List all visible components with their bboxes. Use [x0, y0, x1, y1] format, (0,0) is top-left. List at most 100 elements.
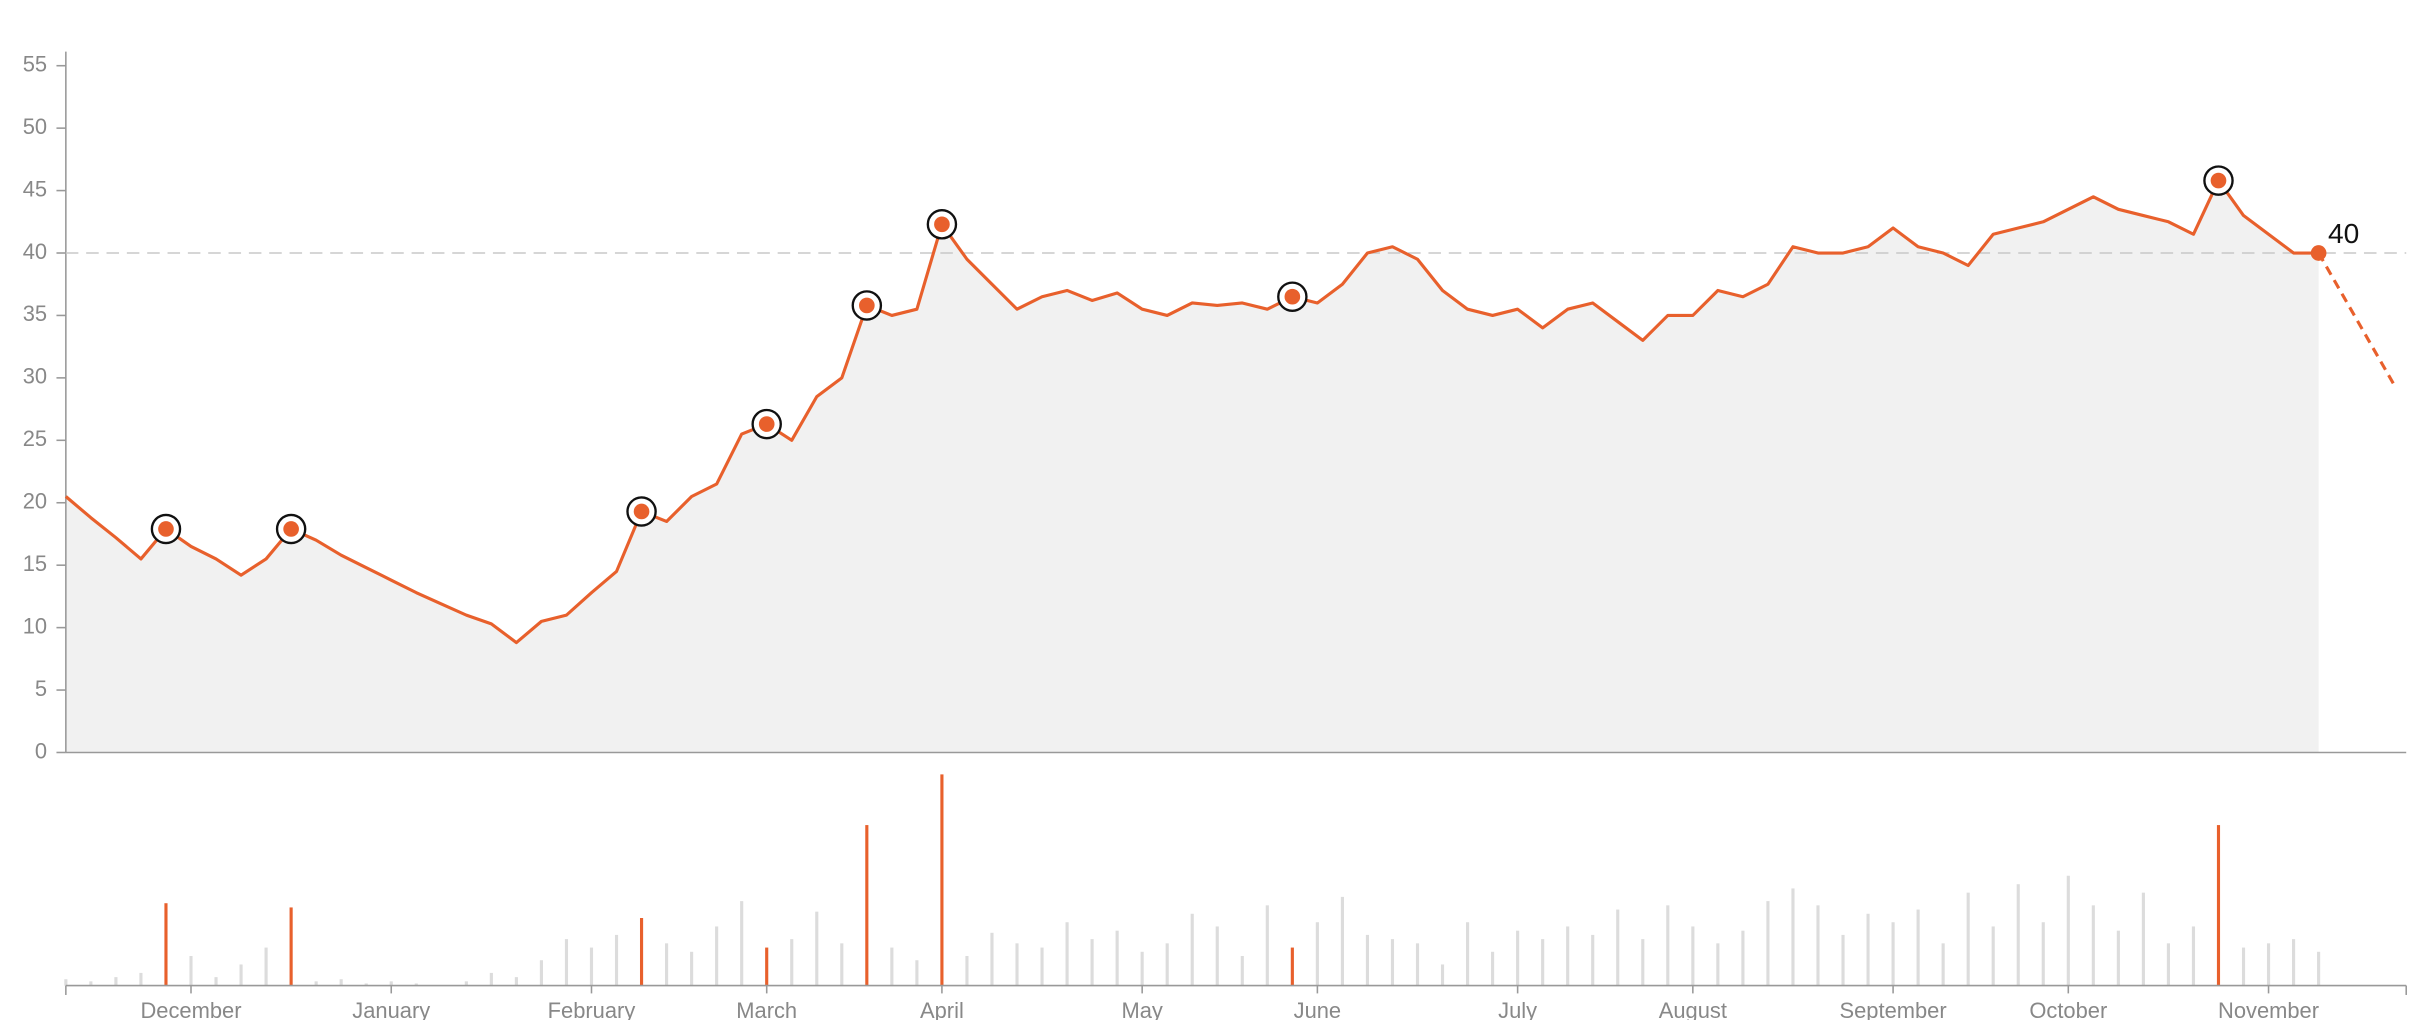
volume-bar — [1941, 943, 1945, 986]
x-tick-label: August — [1659, 998, 1727, 1020]
volume-bar — [589, 947, 594, 986]
volume-bar — [865, 825, 869, 986]
highlight-dot — [158, 521, 174, 537]
volume-bar — [264, 947, 268, 986]
x-tick-label: May — [1121, 998, 1162, 1020]
volume-bar — [1616, 909, 1620, 986]
volume-bar — [690, 951, 694, 986]
volume-bar — [1340, 896, 1344, 986]
x-tick-label: February — [548, 998, 636, 1020]
volume-bar — [715, 926, 719, 986]
volume-bar — [1541, 939, 1545, 986]
volume-bar — [1415, 943, 1420, 986]
line — [64, 179, 2319, 645]
volume-bar — [2216, 825, 2221, 986]
volume-bar — [464, 981, 468, 986]
x-tick-label: July — [1498, 998, 1537, 1020]
volume-bar — [1440, 964, 1445, 986]
volume-bar — [314, 981, 318, 986]
y-tick-label: 50 — [23, 114, 47, 139]
y-tick-label: 25 — [23, 426, 47, 451]
volume-bar — [2141, 892, 2145, 986]
volume-bar — [2066, 875, 2070, 986]
x-tick-label: April — [920, 998, 964, 1020]
y-tick-label: 10 — [23, 613, 47, 638]
y-tick-label: 40 — [23, 239, 47, 264]
volume-bar — [364, 983, 368, 986]
volume-bar — [990, 932, 994, 986]
volume-bar — [665, 943, 669, 986]
volume-bar — [2041, 922, 2045, 986]
volume-bar — [1716, 943, 1720, 986]
volume-bar — [189, 956, 193, 986]
volume-bar — [1240, 956, 1244, 986]
volume-bar — [1641, 939, 1645, 986]
volume-bar — [64, 979, 68, 986]
y-tick-label: 30 — [23, 364, 47, 389]
x-tick-label: March — [736, 998, 797, 1020]
volume-bar — [1691, 926, 1695, 986]
volume-bar — [1666, 905, 1670, 986]
volume-bar — [790, 939, 794, 986]
volume-bar — [2317, 951, 2321, 986]
volume-bar — [514, 977, 518, 986]
volume-bar — [2241, 947, 2246, 986]
y-tick-label: 45 — [23, 176, 47, 201]
volume-bar — [1966, 892, 1970, 986]
y-tick-label: 20 — [23, 489, 47, 514]
highlight-dot — [633, 503, 650, 520]
volume-bar — [139, 972, 143, 986]
volume-bar — [1766, 901, 1770, 986]
y-tick-label: 55 — [23, 51, 47, 76]
volume-bar — [539, 960, 543, 986]
x-tick-label: November — [2218, 998, 2319, 1020]
volume-bar — [1115, 930, 1119, 986]
volume-bar — [1791, 888, 1795, 986]
volume-bar — [890, 947, 894, 986]
y-tick-label: 15 — [23, 551, 47, 576]
volume-bar — [339, 979, 343, 986]
volume-bar — [1816, 905, 1820, 986]
y-tick-label: 0 — [35, 738, 47, 763]
volume-bar — [1516, 930, 1520, 986]
volume-bar — [2016, 884, 2020, 986]
volume-bar — [89, 981, 93, 986]
volume-bar — [2266, 943, 2271, 986]
volume-bar — [1390, 939, 1395, 986]
volume-bar — [1140, 951, 1144, 986]
volume-bar — [1566, 926, 1570, 986]
highlight-dot — [934, 216, 950, 233]
volume-bar — [965, 956, 969, 986]
volume-bar — [239, 964, 243, 986]
highlight-dot — [283, 521, 299, 537]
volume-bar — [1991, 926, 1995, 986]
volume-bar — [1916, 909, 1920, 986]
volume-bar — [1315, 922, 1319, 986]
volume-bar — [1591, 934, 1595, 986]
volume-bar — [164, 903, 168, 986]
volume-bar — [1265, 905, 1269, 986]
x-tick-label: June — [1294, 998, 1341, 1020]
volume-bar — [1866, 913, 1870, 986]
volume-bar — [2292, 939, 2296, 986]
area — [65, 180, 2319, 753]
volume-bar — [1891, 922, 1895, 986]
volume-bar — [940, 774, 944, 986]
x-tick-label: December — [141, 998, 242, 1020]
y-tick-label: 35 — [23, 301, 47, 326]
x-tick-label: September — [1840, 998, 1947, 1020]
volume-bar — [489, 972, 493, 986]
volume-bar — [815, 911, 819, 986]
highlight-dot — [1284, 288, 1301, 305]
volume-bar — [564, 939, 569, 986]
volume-bar — [289, 907, 293, 986]
x-tick-label: October — [2029, 998, 2107, 1020]
highlight-dot — [859, 297, 875, 314]
y-tick-label: 5 — [35, 676, 47, 701]
volume-bar — [414, 983, 418, 986]
volume-bar — [1090, 939, 1094, 986]
volume-bar — [1215, 926, 1219, 986]
volume-bar — [1491, 951, 1495, 986]
